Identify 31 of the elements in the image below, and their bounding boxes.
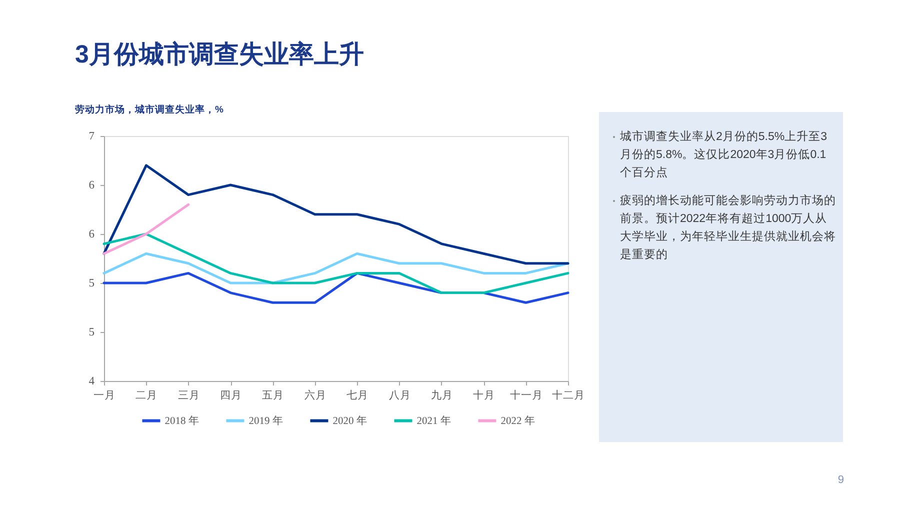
x-tick-label: 二月 (136, 390, 158, 402)
x-tick-label: 一月 (94, 390, 116, 402)
x-tick-label: 七月 (346, 388, 369, 402)
text: 城市调查失业率从2月份的5.5%上升至3月份的5.8%。这仅比2020年3月份低0.1个百分点 (619, 129, 828, 179)
x-tick-label: 八月 (388, 390, 411, 402)
x-tick-label: 十月 (473, 388, 496, 402)
line-series (102, 232, 570, 294)
x-tick-label: 三月 (178, 390, 200, 402)
chart-subtitle: 劳动力市场，城市调查失业率，% (75, 104, 224, 116)
legend-label: 2020 年 (332, 414, 368, 427)
line-series (102, 164, 570, 265)
text: 疲弱的增长动能可能会影响劳动力市场的前景。预计2022年将有超过1000万人从大学毕业，为年轻毕业生提供就业机会将是重要的 (620, 193, 836, 261)
line-series (102, 252, 570, 284)
x-tick-label: 十一月 (510, 388, 543, 402)
y-tick-label: 5 (88, 326, 95, 338)
text: 9 (838, 474, 844, 486)
y-tick-label: 7 (88, 130, 95, 142)
legend-label: 2019 年 (248, 414, 284, 427)
legend-label: 2021 年 (416, 414, 452, 427)
x-tick-label: 六月 (304, 388, 326, 402)
y-tick-label: 6 (88, 228, 95, 240)
y-tick-label: 4 (88, 376, 95, 388)
legend-label: 2018 年 (164, 414, 200, 427)
x-tick-label: 五月 (262, 390, 284, 402)
legend-label: 2022 年 (500, 414, 536, 427)
y-tick-label: 5 (88, 278, 95, 290)
x-tick-label: 四月 (220, 390, 242, 402)
x-tick-label: 十二月 (552, 388, 585, 402)
x-tick-label: 九月 (430, 388, 453, 402)
y-tick-label: 6 (88, 180, 95, 192)
chart-title: 3月份城市调查失业率上升 (75, 40, 364, 68)
